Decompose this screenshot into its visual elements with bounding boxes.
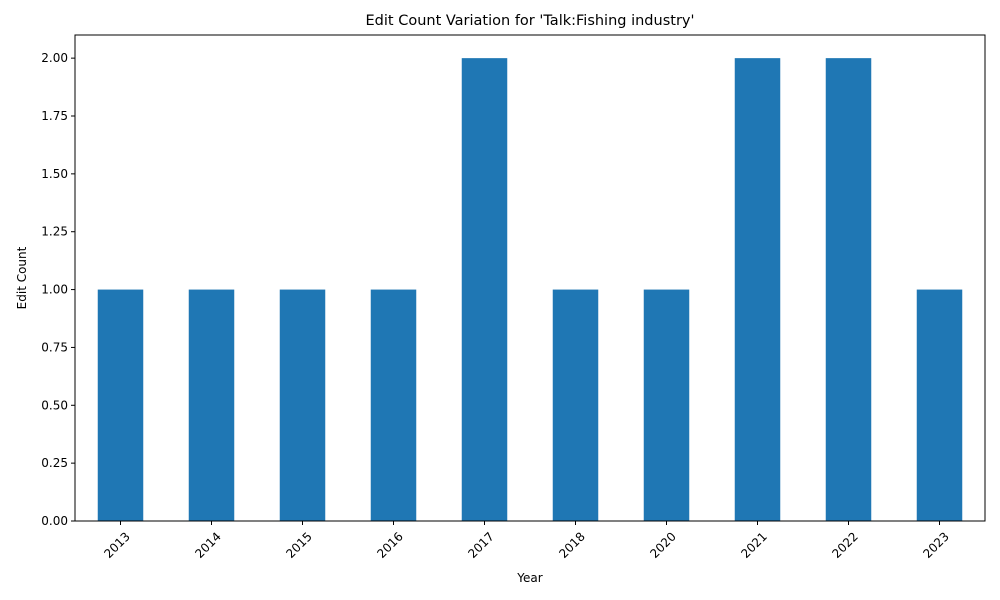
y-tick-label: 1.50 <box>41 167 68 181</box>
x-tick-label-2013: 2013 <box>101 529 132 560</box>
y-tick-label: 1.75 <box>41 109 68 123</box>
y-tick-label: 2.00 <box>41 51 68 65</box>
bar-2018 <box>552 289 599 521</box>
y-tick-label: 1.25 <box>41 225 68 239</box>
bar-2021 <box>734 58 781 522</box>
chart-title: Edit Count Variation for 'Talk:Fishing i… <box>365 13 695 29</box>
bar-2016 <box>370 289 417 521</box>
y-tick-label: 0.25 <box>41 456 68 470</box>
y-axis-ticks: 0.00 0.25 0.50 0.75 1.00 1.25 1.50 1.75 2.00 <box>41 51 75 528</box>
bar-2015 <box>279 289 326 521</box>
bar-2017 <box>461 58 508 522</box>
y-tick-label: 0.50 <box>41 398 68 412</box>
x-tick-label-2016: 2016 <box>374 529 405 560</box>
y-tick-label: 0.00 <box>41 514 68 528</box>
plot-frame <box>74 34 986 522</box>
x-axis-ticks: 2013 2014 2015 2016 2017 2018 2020 2021 2022 2023 <box>101 521 952 561</box>
x-axis-label: Year <box>516 571 542 585</box>
x-tick-label-2022: 2022 <box>829 529 860 560</box>
x-tick-label-2020: 2020 <box>647 529 678 560</box>
y-tick-label: 0.75 <box>41 340 68 354</box>
bar-2013 <box>97 289 144 521</box>
x-tick-label-2018: 2018 <box>556 529 587 560</box>
x-tick-label-2014: 2014 <box>192 529 223 560</box>
bar-2020 <box>643 289 690 521</box>
bar-2022 <box>825 58 872 522</box>
y-tick-label: 1.00 <box>41 283 68 297</box>
x-tick-label-2021: 2021 <box>738 529 769 560</box>
x-tick-label-2017: 2017 <box>465 529 496 560</box>
bar-2014 <box>188 289 235 521</box>
y-axis-label: Edit Count <box>15 246 29 309</box>
x-tick-label-2015: 2015 <box>283 529 314 560</box>
bar-2023 <box>916 289 963 521</box>
x-tick-label-2023: 2023 <box>920 529 951 560</box>
bars-group <box>97 58 963 522</box>
